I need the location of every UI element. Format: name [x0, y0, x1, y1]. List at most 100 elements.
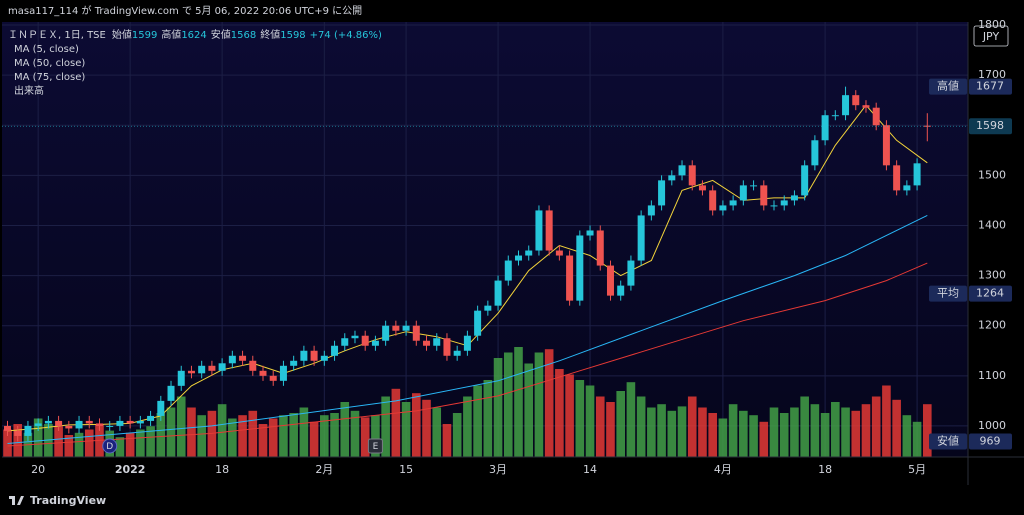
- volume-bar: [820, 413, 830, 457]
- volume-bar: [923, 404, 932, 457]
- volume-bar: [136, 429, 145, 457]
- candle-body: [862, 105, 870, 108]
- y-tick-label: 1500: [978, 168, 1006, 181]
- volume-bar: [636, 396, 646, 457]
- candle-body: [739, 185, 747, 201]
- volume-layer: [3, 347, 932, 457]
- ohlc-value: 1568: [231, 30, 256, 41]
- candle-body: [402, 325, 410, 331]
- candle-body: [351, 335, 359, 339]
- currency: JPY: [982, 30, 1000, 43]
- candle-body: [24, 425, 32, 436]
- candle-body: [515, 255, 522, 261]
- ohlc-label: 安値: [211, 28, 231, 41]
- candle-body: [443, 338, 451, 356]
- grid: [2, 22, 968, 457]
- candle-body: [504, 260, 512, 281]
- y-tick-label: 1200: [978, 319, 1006, 332]
- volume-bar: [422, 399, 431, 457]
- volume-bar: [871, 396, 881, 457]
- volume-bar: [841, 407, 850, 457]
- candle-body: [750, 185, 758, 187]
- ohlc-value: 1624: [181, 30, 206, 41]
- candle-body: [698, 185, 706, 191]
- candle-body: [433, 338, 441, 346]
- candle-body: [709, 190, 717, 211]
- volume-bar: [360, 417, 370, 457]
- volume-label: 出来高: [14, 84, 44, 97]
- volume-bar: [391, 388, 401, 457]
- candle-body: [658, 180, 666, 206]
- candle-body: [811, 140, 819, 166]
- volume-bar: [166, 407, 176, 457]
- volume-bar: [749, 415, 758, 457]
- volume-bar: [84, 429, 94, 457]
- ohlc-value: 1598: [280, 30, 305, 41]
- candle-body: [668, 175, 676, 181]
- volume-bar: [503, 352, 513, 457]
- candle-body: [729, 200, 737, 206]
- candle-body: [453, 350, 461, 356]
- volume-bar: [340, 402, 350, 457]
- candle-body: [320, 355, 328, 361]
- legend-ohlc: ＩＮＰＥＸ, 1日, TSE 始値1599 高値1624 安値1568 終値1598 +7…: [8, 28, 382, 41]
- volume-bar: [248, 410, 258, 457]
- volume-bar: [268, 418, 278, 457]
- candle-body: [392, 325, 400, 331]
- event-label: E: [373, 442, 379, 452]
- candle-body: [269, 375, 277, 381]
- volume-bar: [779, 413, 789, 457]
- volume-bar: [759, 421, 769, 457]
- volume-bar: [647, 407, 656, 457]
- volume-bar: [228, 418, 237, 457]
- volume-bar: [606, 402, 615, 457]
- volume-bar: [412, 393, 421, 457]
- volume-bar: [258, 424, 268, 457]
- volume-bar: [197, 415, 206, 457]
- candle-body: [872, 107, 880, 126]
- volume-bar: [667, 410, 677, 457]
- candle-body: [586, 230, 594, 236]
- ma-line: [7, 262, 928, 447]
- candle-body: [566, 255, 574, 301]
- y-tick-label: 1300: [978, 269, 1006, 282]
- candle-body: [801, 165, 809, 196]
- volume-bar: [555, 369, 564, 457]
- volume-bar: [156, 413, 166, 457]
- volume-bar: [698, 407, 707, 457]
- candle-body: [75, 420, 83, 429]
- candle-body: [65, 425, 73, 429]
- candle-body: [678, 165, 686, 176]
- ohlc-value: 1599: [132, 30, 157, 41]
- volume-bar: [687, 396, 697, 457]
- candle-body: [371, 340, 379, 346]
- candle-body: [279, 365, 287, 381]
- candle-body: [95, 423, 103, 426]
- footer-logo: [9, 496, 24, 505]
- candle-body: [688, 165, 696, 186]
- price-label-box: [969, 285, 1012, 302]
- legend-entry: MA (5, close): [14, 44, 79, 55]
- volume-bar: [432, 407, 442, 457]
- x-tick-label: 18: [818, 463, 832, 476]
- x-tick-label: 2022: [115, 463, 146, 476]
- candle-body: [627, 260, 635, 286]
- volume-bar: [217, 404, 227, 457]
- candle-body: [14, 430, 22, 436]
- volume-bar: [309, 421, 319, 457]
- candle-body: [157, 400, 165, 416]
- volume-bar: [810, 404, 820, 457]
- candle-body: [310, 350, 318, 361]
- volume-bar: [54, 426, 63, 457]
- footer: TradingView: [30, 494, 106, 507]
- volume-bar: [585, 385, 595, 457]
- volume-bar: [565, 374, 574, 457]
- volume-bar: [401, 402, 411, 457]
- candle-body: [780, 200, 788, 206]
- volume-bar: [626, 382, 636, 457]
- candle-body: [647, 205, 655, 216]
- candle-body: [913, 163, 921, 186]
- volume-bar: [350, 410, 360, 457]
